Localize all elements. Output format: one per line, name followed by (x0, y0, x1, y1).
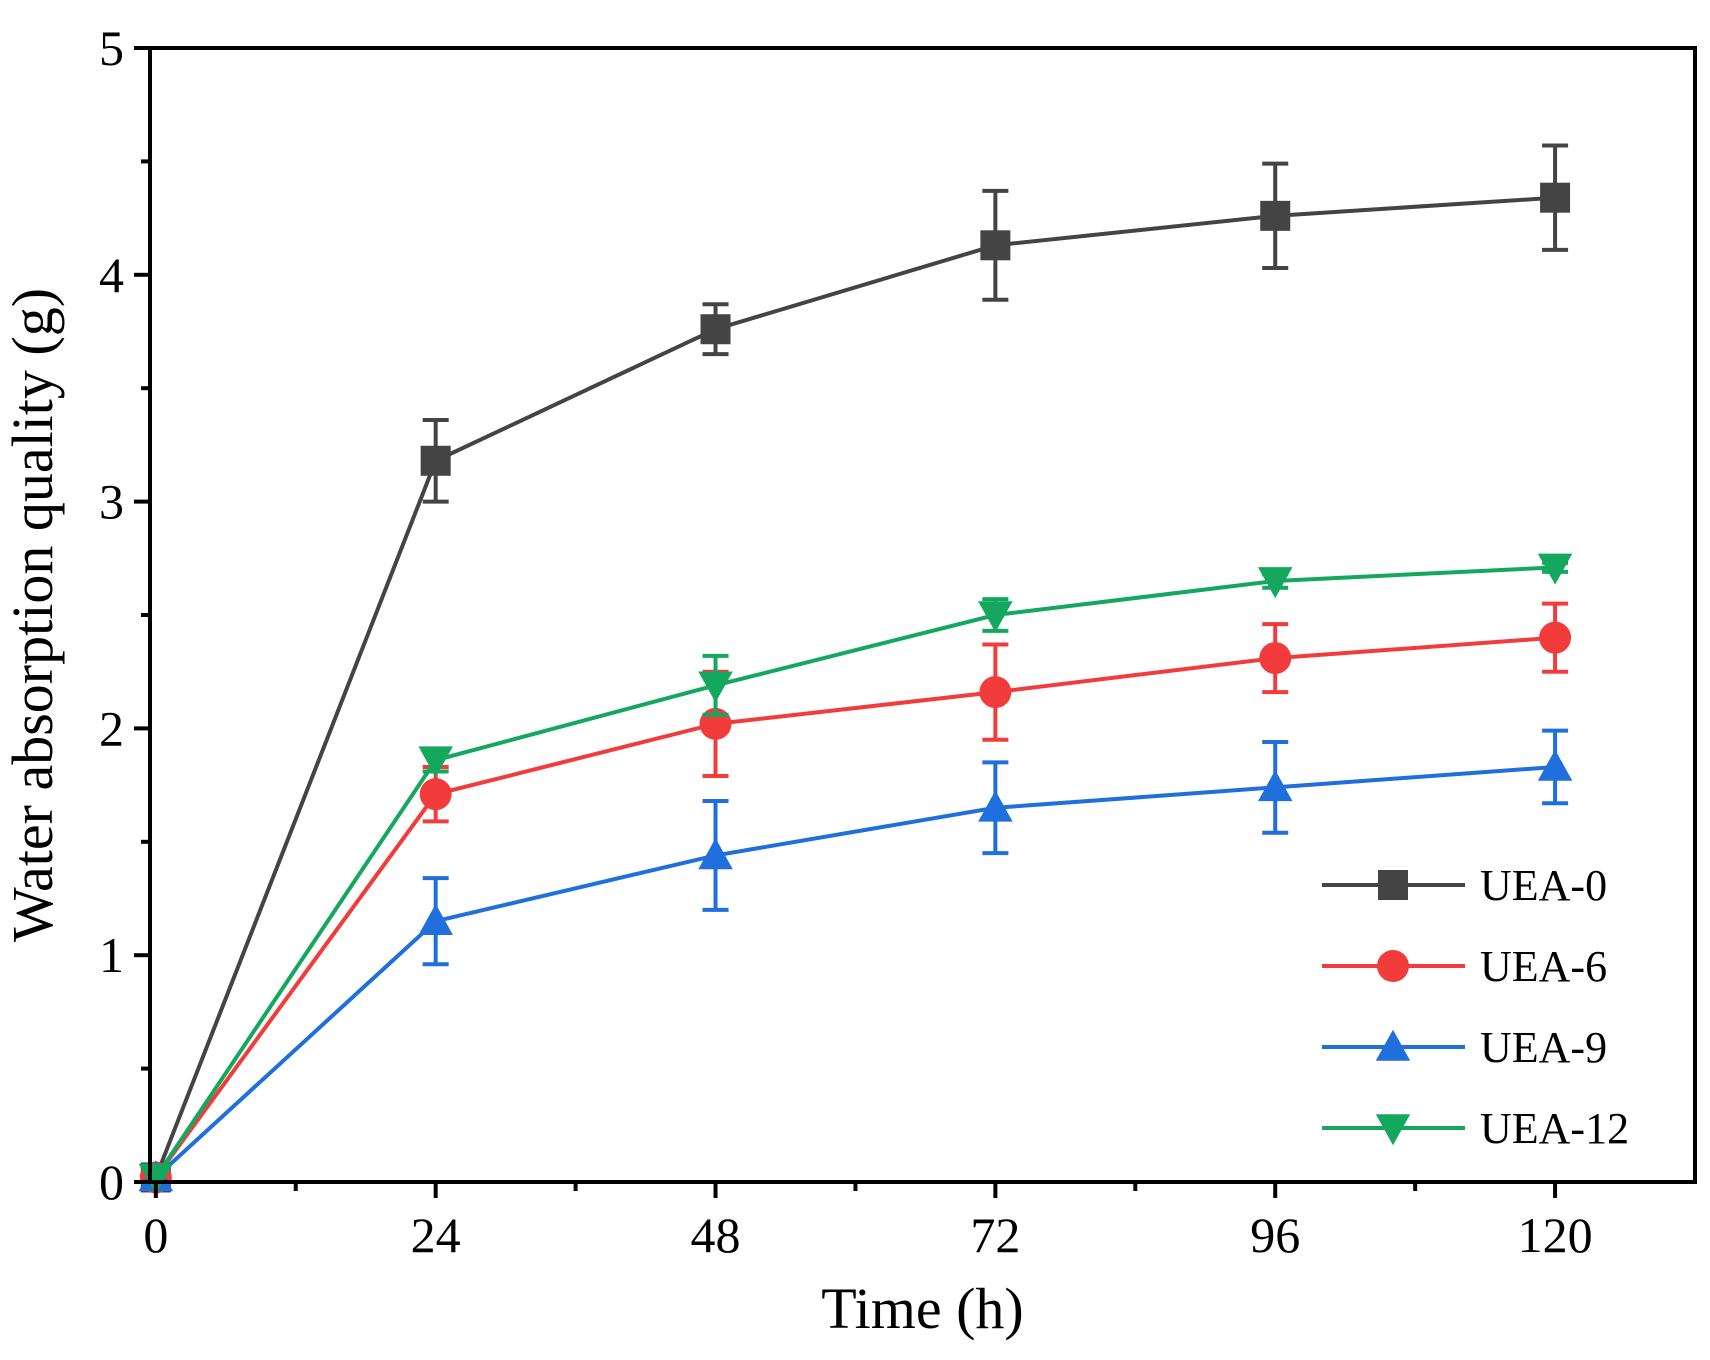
legend-label: UEA-9 (1480, 1023, 1607, 1072)
legend-marker (1377, 950, 1409, 982)
legend-entry: UEA-12 (1322, 1104, 1629, 1153)
data-point (420, 445, 451, 476)
x-tick-label: 72 (970, 1207, 1020, 1263)
series-uea-6 (139, 601, 1572, 1194)
data-point (1260, 200, 1291, 231)
legend-label: UEA-0 (1480, 861, 1607, 910)
y-tick-label: 5 (99, 20, 124, 76)
x-axis-title: Time (h) (821, 1276, 1024, 1341)
legend-marker (1375, 1029, 1411, 1061)
data-point (418, 903, 453, 935)
x-tick-label: 24 (411, 1207, 461, 1263)
data-point (419, 778, 452, 811)
y-tick-label: 0 (99, 1154, 124, 1210)
series-line (153, 195, 1556, 1179)
y-tick-label: 1 (99, 927, 124, 983)
series-line (154, 764, 1556, 1179)
legend-entry: UEA-6 (1322, 942, 1607, 991)
data-point (1257, 567, 1293, 599)
data-point (980, 230, 1011, 261)
data-point (1259, 642, 1292, 675)
series-uea-12 (138, 553, 1573, 1195)
x-tick-label: 120 (1518, 1207, 1593, 1263)
data-point (698, 671, 733, 703)
legend: UEA-0 UEA-6 UEA-9 UEA-12 (1322, 861, 1629, 1153)
data-point (698, 838, 733, 870)
legend-label: UEA-12 (1480, 1104, 1629, 1153)
tick-labels: 0 24 48 72 96 120 0 1 2 3 4 5 (99, 20, 1593, 1263)
y-tick-label: 3 (99, 474, 124, 530)
series-line (154, 565, 1556, 1179)
x-tick-label: 96 (1250, 1207, 1300, 1263)
series-uea-0 (140, 143, 1571, 1193)
series-line (154, 635, 1556, 1179)
data-point (978, 790, 1013, 822)
data-point (1257, 770, 1293, 802)
legend-marker (1375, 1114, 1411, 1146)
x-tick-label: 48 (691, 1207, 741, 1263)
data-point (979, 676, 1012, 709)
plot-content (138, 143, 1573, 1195)
y-tick-label: 4 (99, 247, 124, 303)
legend-marker (1378, 870, 1408, 900)
data-point (1540, 182, 1571, 213)
x-tick-label: 0 (143, 1207, 168, 1263)
axis-ticks (134, 46, 1558, 1198)
y-axis-title: Water absorption quality (g) (0, 288, 65, 942)
data-point (978, 601, 1013, 633)
data-point (1537, 749, 1573, 781)
legend-entry: UEA-0 (1322, 861, 1607, 910)
series-uea-9 (138, 728, 1573, 1192)
data-point (418, 746, 453, 778)
legend-entry: UEA-9 (1322, 1023, 1607, 1072)
legend-label: UEA-6 (1480, 942, 1607, 991)
y-tick-label: 2 (99, 700, 124, 756)
data-point (700, 314, 731, 345)
data-point (1537, 553, 1573, 585)
data-point (1539, 621, 1572, 654)
data-point (138, 1163, 174, 1195)
